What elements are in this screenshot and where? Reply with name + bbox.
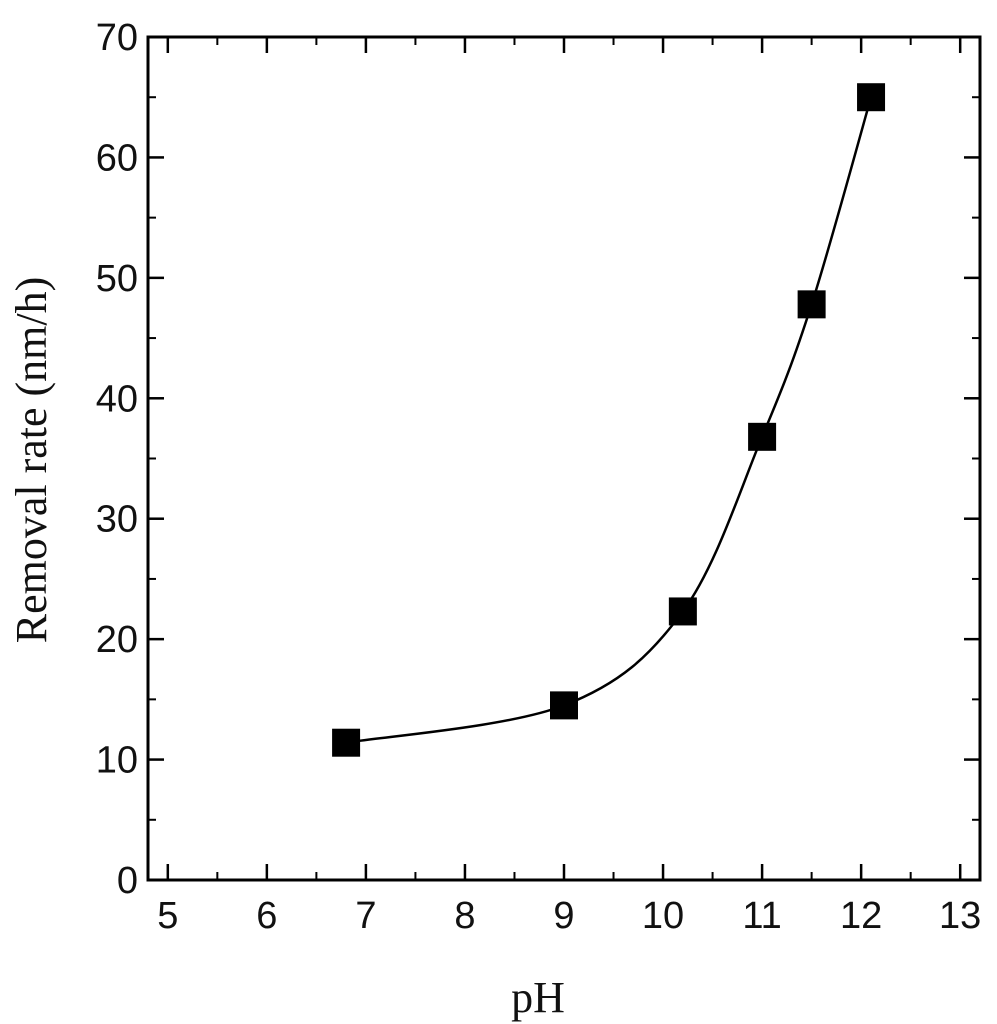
tick-labels: 5 6 7 8 9 10 11 12 13 0 10 20 30 40 50 60 70	[96, 17, 982, 937]
y-tick-label: 10	[96, 740, 138, 782]
y-tick-label: 60	[96, 137, 138, 179]
plot-frame	[146, 35, 982, 882]
y-tick-label: 40	[96, 378, 138, 420]
x-tick-label: 7	[355, 895, 376, 937]
data-points	[332, 83, 886, 757]
x-tick-label: 10	[642, 895, 684, 937]
fit-curve	[345, 96, 873, 744]
data-point-square	[332, 728, 361, 757]
y-tick-label: 70	[96, 17, 138, 59]
x-tick-label: 8	[454, 895, 475, 937]
x-tick-label: 11	[742, 895, 781, 937]
y-tick-label: 50	[96, 258, 138, 300]
x-tick-label: 6	[256, 895, 277, 937]
y-tick-label: 20	[96, 619, 138, 661]
data-point-square	[857, 83, 886, 112]
y-tick-label: 0	[117, 860, 138, 902]
fit-curve-layer	[345, 96, 873, 744]
x-tick-label: 9	[553, 895, 574, 937]
data-point-square	[668, 597, 697, 626]
x-tick-label: 12	[840, 895, 882, 937]
y-axis-title: Removal rate (nm/h)	[7, 277, 56, 644]
data-point-square	[550, 691, 578, 720]
x-axis-title: pH	[511, 973, 565, 1022]
data-point-square	[797, 290, 826, 319]
plot-border	[146, 35, 982, 882]
x-tick-label: 5	[157, 895, 178, 937]
axis-ticks	[148, 35, 980, 882]
data-point-square	[748, 422, 777, 451]
x-tick-label: 13	[939, 895, 981, 937]
y-tick-label: 30	[96, 499, 138, 541]
